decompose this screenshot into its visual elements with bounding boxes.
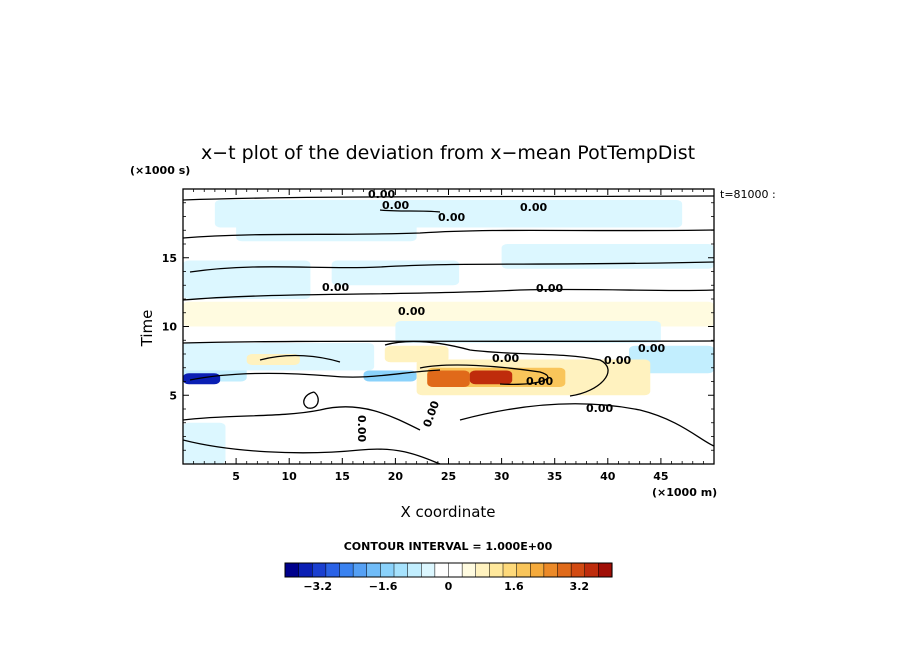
contour-line: [384, 340, 609, 397]
colorbar-tick-label: −1.6: [369, 580, 398, 593]
colorbar-swatch: [393, 562, 409, 578]
colorbar-swatch: [461, 562, 477, 578]
contour-line: [419, 364, 549, 385]
colorbar-swatch: [380, 562, 395, 578]
chart-title: x−t plot of the deviation from x−mean Po…: [201, 142, 695, 164]
heatmap-region: [236, 219, 417, 242]
colorbar-swatch: [312, 562, 327, 578]
contour-label: 0.00: [382, 199, 409, 212]
colorbar-tick-label: 3.2: [570, 580, 590, 593]
contour-line: [189, 369, 441, 381]
colorbar-swatch: [598, 562, 613, 578]
x-tick-label: 25: [441, 470, 456, 483]
x-tick-label: 40: [600, 470, 616, 483]
x-unit-label: (×1000 m): [652, 486, 717, 499]
heatmap-region: [395, 321, 661, 343]
heatmap-region: [183, 422, 226, 464]
heatmap-region: [469, 370, 513, 385]
x-tick-label: 15: [335, 470, 350, 483]
heatmap-region: [183, 301, 714, 327]
contour-label: 0.00: [438, 211, 465, 224]
contour-interval-text: CONTOUR INTERVAL = 1.000E+00: [344, 540, 553, 553]
heatmap-region: [384, 345, 449, 363]
contour-line: [189, 261, 714, 273]
colorbar-swatch: [434, 562, 450, 578]
x-tick-label: 30: [494, 470, 510, 483]
heatmap-region: [183, 373, 221, 385]
colorbar-swatch: [325, 562, 341, 578]
contour-label: 0.00: [604, 354, 631, 367]
contour-label: 0.00: [586, 402, 613, 415]
contour-label: 0.00: [355, 415, 368, 442]
contour-lines: [183, 195, 714, 464]
colorbar-swatch: [284, 562, 300, 578]
colorbar-swatch: [516, 562, 531, 578]
colorbar-frame: [284, 562, 613, 578]
time-label: t=81000 :: [720, 188, 776, 201]
colorbar-swatch: [352, 562, 368, 578]
heatmap-region: [246, 395, 396, 418]
colorbar-swatch: [502, 562, 518, 578]
contour-label-layer: 0.00 0.00 0.00 0.00 0.00 0.00 0.00 0.00 …: [322, 188, 665, 442]
contour-line: [379, 209, 441, 213]
colorbar-swatch: [421, 562, 436, 578]
contour-line: [303, 391, 319, 409]
y-tick-label: 15: [162, 252, 177, 265]
colorbar-swatch: [475, 562, 490, 578]
x-tick-label: 20: [388, 470, 404, 483]
contour-line: [459, 403, 714, 447]
heatmap-region: [246, 354, 300, 365]
contour-label: 0.00: [368, 188, 395, 201]
contour-label: 0.00: [520, 201, 547, 214]
colorbar-swatch: [584, 562, 599, 578]
contour-line: [183, 229, 714, 239]
colorbar-swatch: [489, 562, 504, 578]
heatmap-region: [183, 260, 311, 299]
contour-line: [183, 439, 441, 464]
x-tick-label: 10: [282, 470, 298, 483]
x-axis-title: X coordinate: [400, 503, 495, 521]
contour-label: 0.00: [492, 352, 519, 365]
contour-label: 0.00: [322, 281, 349, 294]
contour-line: [183, 288, 714, 301]
contour-label: 0.00: [638, 342, 665, 355]
colorbar-swatch: [448, 562, 463, 578]
contour-label: 0.00: [398, 305, 425, 318]
x-tick-label: 35: [547, 470, 562, 483]
colorbar-swatch: [298, 562, 313, 578]
colorbar-swatch: [530, 562, 545, 578]
contour-line: [183, 406, 421, 431]
colorbar-ticks: −3.2 −1.6 0 1.6 3.2: [303, 580, 589, 593]
colorbar-swatch: [543, 562, 559, 578]
colorbar-tick-label: 0: [445, 580, 453, 593]
contour-line: [183, 195, 714, 201]
colorbar-swatch: [366, 562, 381, 578]
x-tick-label: 45: [653, 470, 668, 483]
x-tick-label: 5: [232, 470, 240, 483]
colorbar-swatch: [407, 562, 422, 578]
colorbar-tick-label: 1.6: [504, 580, 524, 593]
colorbar: [284, 562, 613, 578]
y-axis: 5 10 15: [162, 202, 714, 451]
heatmap-region: [501, 244, 714, 269]
contour-label: 0.00: [526, 375, 553, 388]
x-axis: 5 10 15 20 25 30 35 40 45: [193, 189, 704, 483]
colorbar-swatch: [339, 562, 354, 578]
contour-label: 0.00: [536, 282, 563, 295]
colorbar-swatch: [557, 562, 572, 578]
colorbar-tick-label: −3.2: [303, 580, 332, 593]
colorbar-swatch: [570, 562, 586, 578]
y-tick-label: 5: [169, 389, 177, 402]
contour-line: [183, 340, 714, 344]
y-unit-label: (×1000 s): [130, 164, 190, 177]
heatmap-region: [331, 260, 460, 286]
y-tick-label: 10: [162, 321, 178, 334]
y-axis-title: Time: [138, 310, 156, 348]
heatmap-region: [427, 370, 470, 387]
contour-line: [259, 354, 341, 363]
